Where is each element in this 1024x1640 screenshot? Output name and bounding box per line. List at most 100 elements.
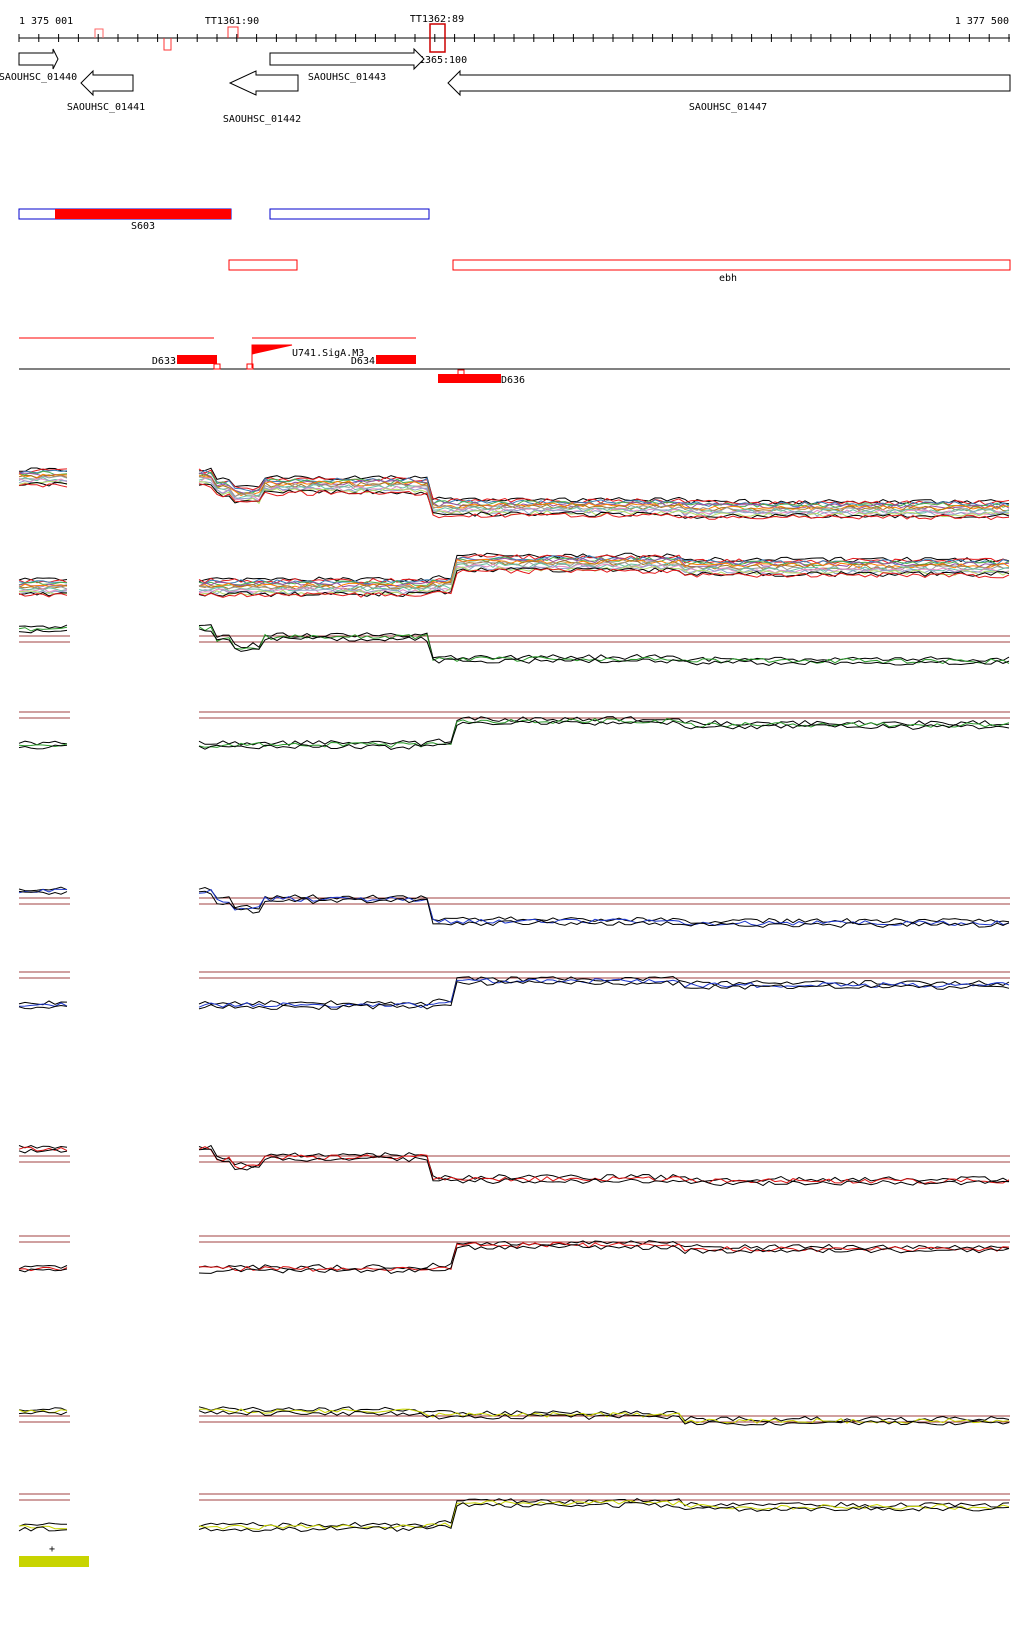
upshift-label-d634: D634 (351, 356, 375, 367)
expression-trace-mini (18, 1524, 68, 1530)
segment-plus-b[interactable] (269, 208, 430, 220)
ruler-end-label: 1 377 500 (955, 16, 1009, 27)
expression-trace (198, 560, 1010, 591)
segment-plus-track: S603 (18, 208, 430, 232)
expression-trace-mini (18, 1268, 68, 1273)
expression-trace-mini (18, 1148, 68, 1154)
profile-panel-yellow-minus (18, 1493, 1010, 1533)
expression-trace (198, 1240, 1010, 1271)
legend-symbol: + (49, 1544, 55, 1555)
gene-arrow-saouhsc-01441[interactable] (80, 69, 134, 97)
expression-trace (198, 468, 1010, 506)
profile-panel-all-minus (18, 552, 1010, 598)
promoter-flag-u741[interactable] (251, 344, 293, 368)
expression-trace (198, 628, 1010, 666)
expression-trace (198, 626, 1010, 665)
upshift-label-d633: D633 (152, 356, 176, 367)
expression-trace (198, 568, 1010, 598)
expression-trace-mini (18, 1407, 68, 1412)
legend: + (19, 1544, 89, 1567)
promoter-upshift-track: U741.SigA.M3 D633 D634 D636 (19, 337, 1010, 386)
expression-trace-mini (18, 581, 68, 586)
expression-trace-mini (18, 744, 68, 750)
expression-trace (198, 1241, 1010, 1272)
expression-trace (198, 886, 1010, 925)
expression-trace (198, 472, 1010, 510)
upshift-d633[interactable] (177, 355, 217, 364)
expression-trace-mini (18, 624, 68, 629)
profile-panel-green-plus (18, 624, 1010, 666)
expression-profiles (18, 467, 1010, 1533)
expression-trace (198, 1244, 1010, 1275)
expression-trace (198, 554, 1010, 584)
gene-label-saouhsc-01441: SAOUHSC_01441 (67, 102, 145, 113)
gene-label-saouhsc-01447: SAOUHSC_01447 (689, 102, 767, 113)
terminator-marker-tt1362[interactable] (429, 23, 446, 53)
gene-arrow-saouhsc-01447[interactable] (447, 69, 1011, 97)
expression-trace (198, 888, 1010, 927)
segment-minus-ebh[interactable] (452, 259, 1011, 271)
profile-panel-blue-minus (18, 971, 1010, 1011)
expression-trace (198, 483, 1010, 519)
segment-minus-a[interactable] (228, 259, 298, 271)
expression-trace-mini (18, 483, 68, 488)
legend-swatch[interactable] (19, 1556, 89, 1567)
expression-trace-mini (18, 473, 68, 479)
expression-trace (198, 1500, 1010, 1531)
profile-panel-all-plus (18, 467, 1010, 521)
expression-trace-mini (18, 583, 68, 588)
expression-trace-mini (18, 1146, 68, 1152)
profile-panel-yellow-plus (18, 1406, 1010, 1426)
expression-trace (198, 980, 1010, 1011)
terminator-label-tt1362: TT1362:89 (410, 14, 464, 25)
upshift-d636[interactable] (438, 374, 501, 383)
segment-label-s603: S603 (131, 221, 155, 232)
segment-minus-track: ebh (228, 259, 1011, 284)
expression-trace-mini (18, 1264, 68, 1270)
upshift-d634[interactable] (376, 355, 416, 364)
expression-trace-mini (18, 590, 68, 594)
expression-trace (198, 890, 1010, 928)
expression-trace (198, 1502, 1010, 1533)
gene-arrow-saouhsc-01440[interactable] (18, 48, 59, 70)
expression-trace-mini (18, 740, 68, 746)
expression-trace-mini (19, 475, 68, 480)
expression-trace (198, 978, 1010, 1009)
expression-trace (198, 481, 1010, 518)
expression-trace-mini (18, 480, 68, 485)
gene-track: SAOUHSC_01440 SAOUHSC_01441 SAOUHSC_0144… (0, 47, 1011, 125)
expression-trace-mini (18, 1526, 68, 1532)
upshift-marker (213, 363, 221, 370)
expression-trace-mini (18, 890, 68, 895)
expression-trace-mini (18, 629, 68, 634)
expression-trace-mini (18, 1409, 68, 1414)
expression-trace (198, 1144, 1010, 1182)
gene-arrow-saouhsc-01443[interactable] (269, 47, 425, 71)
expression-trace-mini (18, 467, 68, 472)
expression-trace-mini (18, 587, 68, 592)
gene-label-saouhsc-01443: SAOUHSC_01443 (308, 72, 386, 83)
terminator-track: TT1361:90 TT1362:89 TT1365:100 (94, 14, 467, 66)
expression-trace-mini (18, 1004, 68, 1010)
expression-trace (198, 720, 1010, 750)
ruler-ticks (18, 34, 1010, 42)
expression-trace (198, 1146, 1010, 1184)
profile-panel-red-plus (18, 1144, 1010, 1187)
expression-trace (198, 557, 1010, 588)
terminator-marker[interactable] (163, 38, 172, 51)
upshift-marker (246, 363, 254, 370)
expression-trace-mini (18, 1000, 68, 1006)
expression-trace-mini (18, 583, 68, 587)
gene-arrow-saouhsc-01442[interactable] (228, 70, 299, 96)
coordinate-ruler: 1 375 001 1 377 500 (18, 16, 1010, 42)
expression-trace (198, 567, 1010, 598)
terminator-marker-tt1361[interactable] (227, 26, 239, 38)
terminator-marker[interactable] (94, 28, 104, 38)
expression-trace-mini (18, 593, 68, 598)
expression-trace (198, 563, 1010, 594)
expression-trace-mini (18, 1410, 68, 1416)
profile-panel-blue-plus (18, 886, 1010, 928)
promoter-label-u741: U741.SigA.M3 (292, 348, 364, 359)
terminator-label-tt1361: TT1361:90 (205, 16, 259, 27)
